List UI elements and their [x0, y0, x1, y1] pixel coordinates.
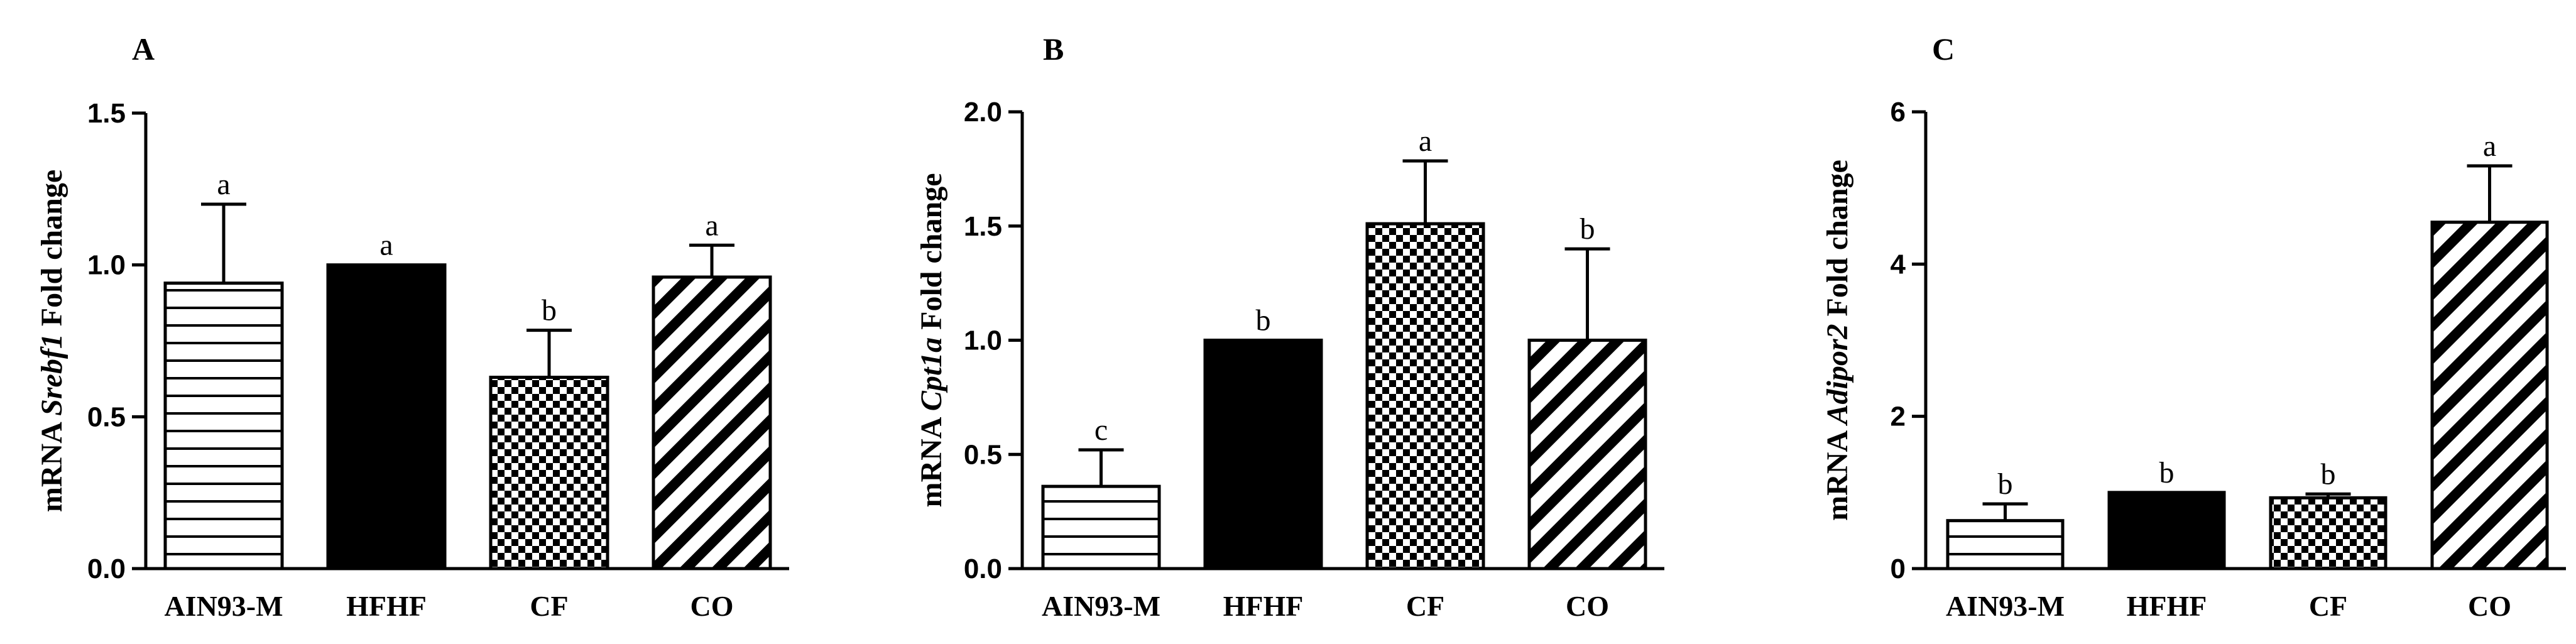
category-label: CF [1406, 590, 1444, 622]
bar-cf [1365, 222, 1485, 570]
significance-letter: b [2321, 457, 2336, 491]
significance-letter: a [2483, 129, 2496, 163]
significance-letter: c [1094, 413, 1108, 447]
chart-panel-c: C 0 2 4 6 mRNA Adipor2 Fold change b AIN93-M b HF… [1821, 31, 2566, 622]
y-tick-label: 4 [1891, 249, 1906, 280]
bar-ain93-m [1946, 519, 2065, 570]
panel-label: C [1932, 31, 1955, 67]
bar-hfhf [2107, 491, 2226, 570]
panels-group: A 0.0 0.5 1.0 1.5 mRNA Srebf1 Fold change a AIN… [35, 31, 2566, 622]
y-axis-label: mRNA Cpt1a Fold change [915, 173, 948, 507]
category-label: AIN93-M [164, 590, 283, 622]
chart-panel-b: B 0.0 0.5 1.0 1.5 2.0 mRNA Cpt1a Fold change c A… [915, 31, 1664, 622]
y-axis-label: mRNA Srebf1 Fold change [35, 170, 68, 512]
category-label: AIN93-M [1946, 590, 2065, 622]
significance-letter: a [217, 168, 230, 201]
significance-letter: a [379, 229, 393, 262]
y-tick-label: 6 [1891, 97, 1906, 128]
category-label: CO [2468, 590, 2511, 622]
significance-letter: b [2159, 456, 2175, 489]
y-tick-label: 1.5 [87, 98, 126, 129]
y-axis-label-prefix: mRNA [35, 416, 68, 512]
y-axis-label-prefix: mRNA [915, 411, 948, 507]
significance-letter: b [542, 294, 557, 327]
category-label: AIN93-M [1042, 590, 1160, 622]
category-label: CO [690, 590, 734, 622]
y-tick-label: 0.0 [964, 554, 1002, 584]
bar-hfhf [326, 263, 447, 570]
bar-ain93-m [163, 281, 284, 570]
y-axis-label-gene: Adipor2 [1821, 324, 1854, 427]
y-axis-label-gene: Srebf1 [35, 334, 68, 416]
y-tick-label: 1.0 [87, 250, 126, 281]
y-axis-label: mRNA Adipor2 Fold change [1821, 160, 1854, 521]
bar-co [1527, 339, 1647, 570]
category-label: HFHF [1223, 590, 1304, 622]
chart-panel-a: A 0.0 0.5 1.0 1.5 mRNA Srebf1 Fold change a AIN… [35, 31, 789, 622]
bar-co [652, 275, 772, 570]
y-tick-label: 1.5 [964, 211, 1002, 242]
bar-cf [489, 376, 609, 570]
y-tick-label: 2 [1891, 401, 1906, 432]
significance-letter: a [1419, 124, 1432, 158]
category-label: HFHF [346, 590, 427, 622]
y-tick-label: 2.0 [964, 97, 1002, 128]
significance-letter: b [1998, 467, 2013, 501]
category-label: HFHF [2127, 590, 2207, 622]
significance-letter: a [705, 209, 718, 242]
y-tick-label: 0.5 [964, 439, 1002, 470]
category-label: CF [530, 590, 568, 622]
y-axis-label-suffix: Fold change [1821, 160, 1854, 324]
y-tick-label: 0 [1891, 554, 1906, 584]
bar-co [2430, 221, 2549, 570]
y-axis-label-suffix: Fold change [35, 170, 68, 334]
bar-cf [2269, 496, 2388, 570]
category-label: CF [2309, 590, 2347, 622]
significance-letter: b [1580, 212, 1595, 246]
y-tick-label: 1.0 [964, 325, 1002, 356]
y-axis-label-suffix: Fold change [915, 173, 948, 337]
significance-letter: b [1256, 304, 1271, 337]
y-tick-label: 0.5 [87, 401, 126, 432]
category-label: CO [1566, 590, 1609, 622]
y-tick-label: 0.0 [87, 554, 126, 584]
bar-hfhf [1203, 339, 1323, 570]
y-axis-label-gene: Cpt1a [915, 337, 948, 411]
bar-ain93-m [1041, 484, 1161, 570]
panel-label: B [1043, 31, 1064, 67]
panel-label: A [132, 31, 155, 67]
y-axis-label-prefix: mRNA [1821, 425, 1854, 521]
